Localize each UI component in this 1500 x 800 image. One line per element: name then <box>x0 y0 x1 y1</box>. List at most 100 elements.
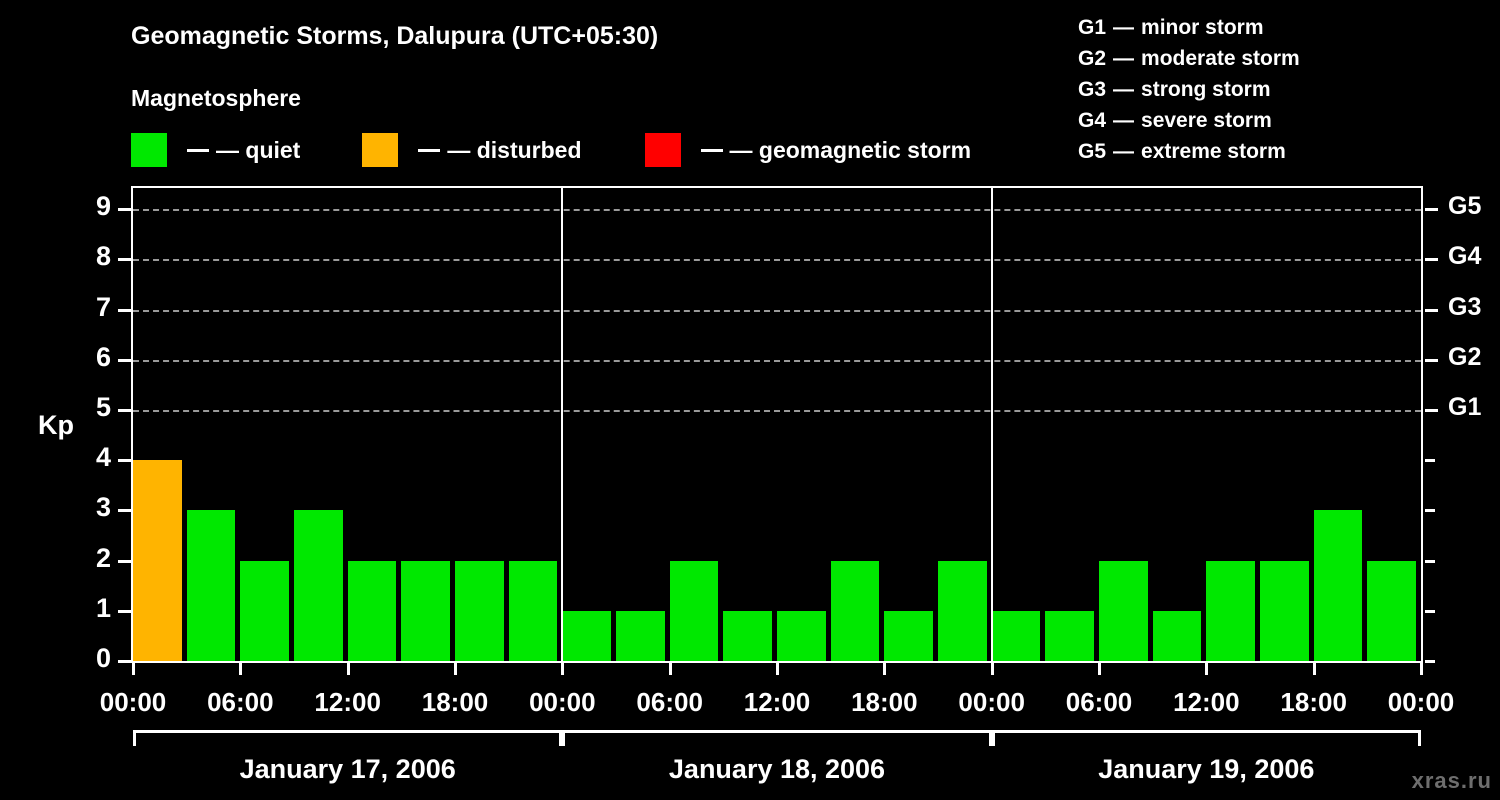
x-tick-label: 18:00 <box>1280 687 1347 717</box>
bar-kp[interactable] <box>1152 610 1202 661</box>
day-bracket <box>562 730 992 746</box>
bar-kp[interactable] <box>347 560 397 661</box>
gridline-kp-7 <box>133 309 1421 312</box>
right-axis-tick-mark <box>1425 609 1435 613</box>
bar-kp[interactable] <box>669 560 719 661</box>
legend-swatch-quiet <box>131 133 167 167</box>
legend-entry-disturbed: — disturbed <box>362 133 582 167</box>
bar-kp[interactable] <box>777 610 826 661</box>
x-tick-mark <box>132 663 135 675</box>
g-legend-dash: — <box>1113 78 1135 101</box>
plot-frame <box>131 186 1423 663</box>
x-tick-label: 12:00 <box>743 687 811 717</box>
x-tick-label: 06:00 <box>207 687 274 717</box>
g-legend-description: minor storm <box>1141 16 1264 39</box>
day-bracket <box>133 730 563 746</box>
right-axis-tick-mark <box>1425 660 1435 663</box>
right-axis-tick-mark <box>1425 559 1435 563</box>
day-divider <box>561 188 564 661</box>
g-legend-description: moderate storm <box>1141 47 1300 70</box>
legend-dash-quiet <box>187 148 209 152</box>
legend-label-quiet: — quiet <box>216 136 301 163</box>
magnetosphere-label: Magnetosphere <box>131 85 301 111</box>
bar-kp[interactable] <box>1260 560 1309 661</box>
bar-kp[interactable] <box>508 560 558 661</box>
x-tick-label: 00:00 <box>958 687 1025 717</box>
y-tick-label: 6 <box>95 341 111 372</box>
bar-kp[interactable] <box>1313 510 1363 661</box>
y-tick-mark-1 <box>118 609 131 613</box>
bar-kp[interactable] <box>1045 610 1094 661</box>
y-tick-label: 9 <box>95 191 111 222</box>
g-legend-description: extreme storm <box>1141 140 1286 163</box>
y-tick-label: 0 <box>95 643 111 673</box>
bar-kp[interactable] <box>401 560 450 661</box>
y-tick-mark-5 <box>118 408 131 412</box>
bar-kp[interactable] <box>723 610 772 661</box>
gridline-kp-5 <box>133 409 1421 412</box>
y-tick-mark-7 <box>118 308 131 312</box>
bar-kp[interactable] <box>562 610 611 661</box>
x-tick-mark <box>1312 663 1316 675</box>
day-label: January 17, 2006 <box>239 754 456 784</box>
x-tick-mark <box>346 663 350 675</box>
legend-swatch-storm <box>644 133 681 167</box>
bar-kp[interactable] <box>1099 560 1148 661</box>
x-tick-label: 12:00 <box>314 687 381 717</box>
right-axis-label-g4: G4 <box>1448 242 1482 271</box>
g-legend-row-g4: G4 — severe storm <box>1078 105 1300 136</box>
g-legend-dash: — <box>1113 140 1135 163</box>
right-axis-label-g5: G5 <box>1448 192 1482 221</box>
bar-kp[interactable] <box>1206 560 1255 661</box>
bar-kp[interactable] <box>455 560 504 661</box>
bar-kp[interactable] <box>240 560 289 661</box>
legend-label-storm: — geomagnetic storm <box>729 136 972 163</box>
day-bracket <box>991 730 1421 746</box>
g-legend-row-g3: G3 — strong storm <box>1078 74 1300 105</box>
x-tick-mark <box>1098 663 1101 675</box>
bar-kp[interactable] <box>830 560 880 661</box>
y-tick-mark-8 <box>118 258 131 262</box>
x-tick-label: 00:00 <box>529 687 596 717</box>
x-tick-mark <box>1420 663 1423 675</box>
legend-entry-quiet: — quiet <box>131 133 300 167</box>
bar-kp[interactable] <box>133 460 182 661</box>
x-tick-mark <box>239 663 243 675</box>
legend-label-disturbed: — disturbed <box>447 136 582 163</box>
bar-kp[interactable] <box>884 610 933 661</box>
x-tick-label: 12:00 <box>1173 687 1240 717</box>
y-tick-mark-2 <box>118 559 131 563</box>
y-tick-label: 4 <box>95 442 111 473</box>
right-axis-label-g3: G3 <box>1448 292 1482 321</box>
legend-entry-storm: — geomagnetic storm <box>644 133 972 167</box>
bar-kp[interactable] <box>616 610 665 661</box>
g-legend-description: strong storm <box>1141 78 1271 101</box>
g-legend-code: G5 <box>1078 140 1107 163</box>
page-title: Geomagnetic Storms, Dalupura (UTC+05:30) <box>131 22 659 50</box>
y-tick-label: 2 <box>95 542 111 573</box>
legend-swatch-disturbed <box>362 133 399 167</box>
day-label: January 18, 2006 <box>668 754 886 784</box>
x-tick-label: 00:00 <box>1387 687 1455 717</box>
y-axis-title: Kp <box>38 410 74 440</box>
right-axis-tick-mark <box>1425 308 1438 312</box>
g-legend-dash: — <box>1113 47 1135 70</box>
right-axis-label-g2: G2 <box>1448 342 1482 371</box>
y-tick-label: 7 <box>95 291 111 322</box>
g-legend-code: G4 <box>1078 109 1107 132</box>
day-label: January 19, 2006 <box>1098 754 1315 784</box>
g-legend-dash: — <box>1113 109 1135 132</box>
x-tick-mark <box>561 663 565 675</box>
bar-kp[interactable] <box>186 510 236 661</box>
g-legend-code: G1 <box>1078 16 1107 39</box>
bar-kp[interactable] <box>294 510 343 661</box>
legend-dash-storm <box>700 148 723 152</box>
g-legend-row-g2: G2 — moderate storm <box>1078 43 1300 74</box>
bar-kp[interactable] <box>938 560 987 661</box>
gridline-kp-8 <box>133 259 1421 262</box>
bar-kp[interactable] <box>991 610 1041 661</box>
color-legend: — quiet — disturbed — geomagnetic storm <box>131 133 971 167</box>
bar-kp[interactable] <box>1367 560 1416 661</box>
x-tick-mark <box>883 663 887 675</box>
